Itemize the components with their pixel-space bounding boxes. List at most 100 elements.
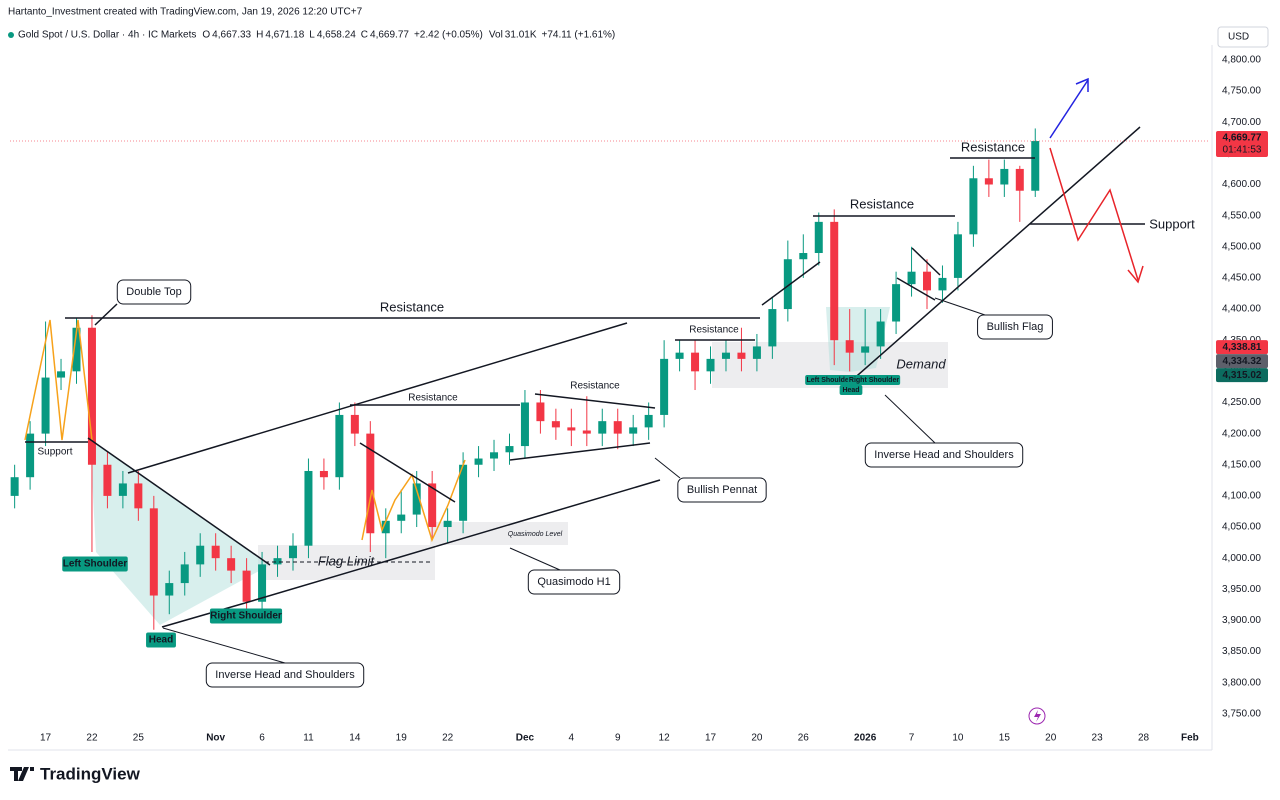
callout-line (884, 394, 936, 444)
callout-line (162, 627, 286, 664)
x-tick-label: 7 (909, 733, 915, 744)
logo: TradingView (40, 764, 141, 783)
candle (582, 396, 591, 447)
x-tick-label: 26 (798, 733, 810, 744)
y-tick-label: 4,250.00 (1222, 397, 1261, 408)
candle (598, 408, 607, 447)
annotation: Left Shoulder (62, 556, 128, 572)
currency: USD (1228, 32, 1249, 43)
candle (675, 340, 684, 372)
annotation: Demand (896, 356, 946, 371)
y-tick-label: 4,750.00 (1222, 86, 1261, 97)
x-tick-label: 17 (705, 733, 717, 744)
body (907, 271, 916, 285)
x-tick-label: Feb (1181, 733, 1199, 744)
candle (412, 470, 421, 528)
body (691, 352, 700, 372)
candle (26, 421, 35, 490)
ohlc-key: O (202, 30, 210, 41)
body (845, 340, 854, 353)
body (582, 430, 591, 434)
legend: Gold Spot / U.S. Dollar · 4h · IC Market… (8, 30, 615, 41)
body (118, 483, 127, 496)
candle (969, 165, 978, 247)
callout-line (509, 547, 561, 571)
ohlc-key: L (309, 30, 315, 41)
body (969, 178, 978, 235)
candles (10, 128, 1040, 630)
candle (10, 464, 19, 509)
annotation: Quasimodo H1 (527, 569, 621, 595)
annotation: Left Shoulder (805, 375, 853, 385)
candle (520, 390, 529, 459)
x-tick-label: 12 (659, 733, 671, 744)
candle (799, 234, 808, 278)
body (258, 564, 267, 602)
currency-box (1217, 26, 1269, 48)
annotation: Resistance (408, 393, 458, 404)
y-tick-label: 3,900.00 (1222, 615, 1261, 626)
candle (907, 246, 916, 297)
vol-key: Vol (489, 30, 503, 41)
candle (536, 390, 545, 434)
ohlc-value: 4,667.33 (212, 30, 251, 41)
candle (876, 309, 885, 359)
body (366, 433, 375, 534)
candle (892, 271, 901, 334)
ohlc-value: 4,671.18 (265, 30, 304, 41)
ohlc-key: H (256, 30, 263, 41)
annotation-text: Bullish Pennat (687, 484, 757, 496)
projection-down (1049, 147, 1139, 281)
annotation: Inverse Head and Shoulders (205, 662, 365, 688)
x-tick-label: 2026 (854, 733, 877, 744)
candle (1031, 128, 1040, 197)
candle (474, 446, 483, 478)
candle (319, 458, 328, 490)
ohlc-value: 4,669.77 (370, 30, 409, 41)
candle (830, 209, 839, 366)
y-tick-label: 4,800.00 (1222, 55, 1261, 66)
ohlc-key: C (361, 30, 368, 41)
price-label: 4,338.81 (1223, 342, 1262, 353)
callout-box (527, 569, 621, 595)
annotation: Resistance (961, 139, 1025, 154)
trend-line (896, 277, 936, 301)
body (876, 321, 885, 347)
tag-box (62, 556, 128, 572)
annotation: Support (1149, 216, 1195, 231)
candle (118, 470, 127, 509)
price-badge (1216, 368, 1268, 383)
y-tick-label: 3,800.00 (1222, 677, 1261, 688)
annotation-text: Bullish Flag (987, 321, 1044, 333)
candle (861, 309, 870, 366)
y-tick-label: 4,700.00 (1222, 117, 1261, 128)
body (227, 558, 236, 571)
callout-line (94, 303, 118, 326)
body (629, 427, 638, 434)
candle (923, 259, 932, 310)
trend-line (87, 437, 271, 566)
annotation-text: Right Shoulder (849, 377, 899, 384)
x-tick-label: 20 (751, 733, 763, 744)
y-tick-label: 4,100.00 (1222, 491, 1261, 502)
candle (752, 333, 761, 372)
annotation-text: Head (149, 635, 173, 646)
ohlc-value: 4,658.24 (317, 30, 356, 41)
body (412, 483, 421, 515)
candle (721, 340, 730, 372)
annotation: Bullish Pennat (677, 477, 767, 503)
trend-line (127, 322, 628, 474)
annotation-text: Left Shoulder (806, 377, 851, 384)
body (443, 520, 452, 528)
trend-line (761, 261, 821, 306)
candle (335, 402, 344, 490)
body (288, 545, 297, 559)
body (319, 470, 328, 478)
zigzag (361, 459, 466, 543)
tag-box (209, 608, 283, 624)
body (675, 352, 684, 359)
body (551, 421, 560, 428)
countdown: 01:41:53 (1223, 145, 1262, 156)
body (165, 583, 174, 596)
